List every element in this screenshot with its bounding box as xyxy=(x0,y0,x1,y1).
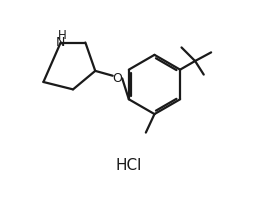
Text: O: O xyxy=(112,71,122,84)
Text: HCl: HCl xyxy=(115,157,142,172)
Text: N: N xyxy=(56,36,65,48)
Text: H: H xyxy=(58,29,67,42)
